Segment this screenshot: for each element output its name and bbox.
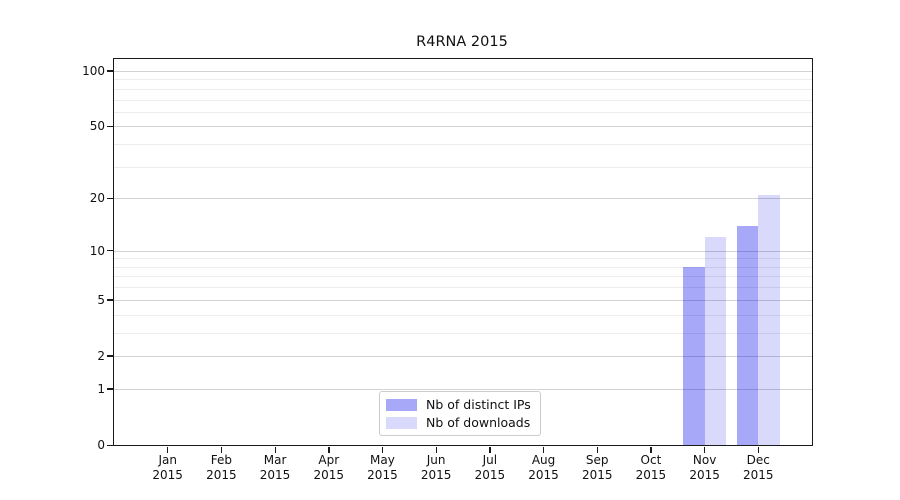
minor-gridline [114,287,812,289]
x-tick-label: Mar 2015 [259,453,291,482]
x-tick-label: Aug 2015 [528,453,559,482]
x-tick-mark [220,446,223,453]
chart-title: R4RNA 2015 [416,34,508,50]
major-gridline [114,299,812,301]
y-tick-mark [106,70,113,72]
x-tick-label: Jun 2015 [420,453,452,482]
x-tick-label: Nov 2015 [689,453,720,482]
x-tick-mark [596,446,599,453]
bar-downloads-dec [758,194,780,445]
y-tick-mark [106,444,113,446]
y-tick-mark [106,197,113,200]
x-tick-mark [435,446,437,453]
y-tick-mark [106,299,113,301]
major-gridline [114,198,812,200]
x-tick-mark [274,446,276,453]
major-gridline [114,126,812,128]
x-tick-label: Feb 2015 [206,453,237,482]
y-tick-label: 100 [82,63,105,78]
major-gridline [114,70,812,72]
minor-gridline [114,258,812,260]
major-gridline [114,250,812,252]
y-tick-label: 1 [97,381,105,396]
y-tick-label: 20 [89,191,105,206]
legend-label: Nb of downloads [426,415,531,430]
x-tick-mark [650,446,652,453]
y-tick-mark [106,355,113,357]
x-tick-label: Jul 2015 [474,453,506,482]
minor-gridline [114,276,812,278]
major-gridline [114,388,812,390]
y-tick-label: 2 [97,348,105,363]
y-tick-label: 10 [89,243,105,258]
legend: Nb of distinct IPs Nb of downloads [379,391,541,436]
x-tick-mark [381,446,384,453]
x-tick-label: May 2015 [367,453,398,482]
x-tick-label: Oct 2015 [635,453,667,482]
minor-gridline [114,88,812,90]
major-gridline [114,355,812,357]
y-tick-label: 0 [97,438,105,452]
minor-gridline [114,79,812,81]
x-tick-mark [704,446,706,453]
x-tick-label: Dec 2015 [743,453,774,482]
x-tick-mark [328,446,330,453]
y-tick-mark [106,125,113,128]
legend-item: Nb of downloads [386,415,531,430]
legend-swatch [386,398,417,411]
legend-label: Nb of distinct IPs [426,397,531,412]
minor-gridline [114,166,812,168]
y-tick-mark [106,250,113,252]
y-tick-label: 50 [89,119,105,134]
legend-item: Nb of distinct IPs [386,397,531,412]
bar-downloads-nov [704,237,727,445]
legend-swatch [386,416,417,429]
minor-gridline [114,111,812,113]
minor-gridline [114,266,812,268]
bar-distinct-ips-dec [736,225,759,445]
bar-distinct-ips-nov [683,266,705,445]
x-tick-label: Jan 2015 [152,453,183,482]
minor-gridline [114,99,812,101]
y-tick-mark [106,388,113,390]
plot-area: 0 1 2 5 10 20 50 100 Jan 2015 Feb 2015 Mar 2015 Apr… [82,58,813,482]
y-tick-label: 5 [97,292,105,307]
minor-gridline [114,314,812,316]
x-tick-mark [757,446,760,453]
x-tick-mark [543,446,545,453]
minor-gridline [114,332,812,334]
x-tick-mark [167,446,169,453]
x-tick-mark [489,446,491,453]
minor-gridline [114,144,812,146]
x-tick-label: Sep 2015 [581,453,613,482]
x-tick-label: Apr 2015 [313,453,345,482]
